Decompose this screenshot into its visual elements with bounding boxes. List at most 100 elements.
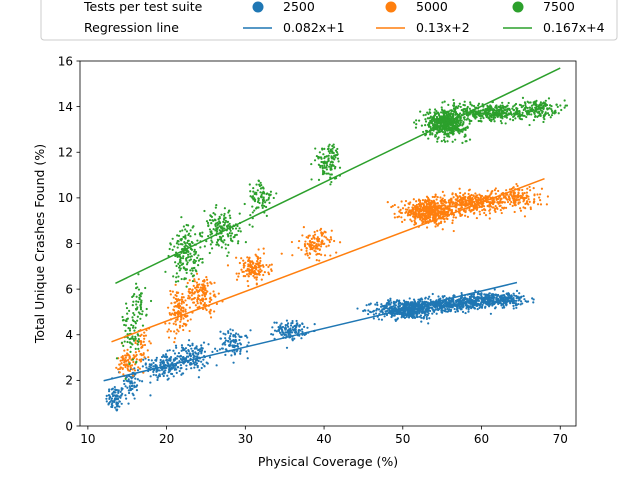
data-point — [305, 252, 309, 255]
data-point — [131, 368, 134, 371]
data-point — [449, 303, 452, 306]
data-point — [420, 316, 423, 319]
data-point — [121, 355, 124, 358]
data-point — [305, 236, 308, 239]
data-point — [532, 301, 535, 304]
data-point — [523, 215, 527, 218]
data-point — [438, 306, 441, 309]
data-point — [461, 201, 465, 204]
data-point — [291, 321, 294, 325]
data-point — [122, 318, 125, 322]
data-point — [232, 361, 235, 364]
data-point — [122, 379, 125, 382]
data-point — [367, 312, 370, 316]
data-point — [529, 206, 532, 209]
data-point — [313, 249, 316, 252]
data-point — [116, 394, 119, 397]
data-point — [523, 198, 526, 202]
data-point — [315, 154, 318, 158]
data-point — [187, 339, 191, 342]
data-point — [207, 343, 210, 346]
data-point — [228, 214, 231, 217]
data-point — [228, 222, 231, 225]
data-point — [267, 265, 270, 269]
data-point — [256, 200, 260, 204]
data-point — [414, 126, 418, 129]
data-point — [226, 254, 229, 257]
data-point — [175, 264, 178, 268]
data-point — [203, 279, 206, 282]
data-point — [523, 114, 526, 117]
data-point — [280, 326, 283, 330]
data-point — [328, 165, 331, 168]
data-point — [180, 306, 183, 309]
data-point — [443, 220, 446, 223]
data-point — [304, 240, 307, 243]
data-point — [413, 121, 416, 124]
data-point — [123, 349, 126, 352]
data-point — [428, 201, 431, 205]
data-point — [158, 369, 161, 372]
data-point — [434, 308, 438, 311]
data-point — [407, 316, 411, 319]
data-point — [419, 110, 422, 113]
data-point — [424, 120, 428, 123]
data-point — [429, 111, 432, 115]
data-point — [328, 239, 331, 242]
data-point — [210, 239, 213, 242]
data-point — [458, 124, 462, 127]
data-point — [334, 165, 337, 169]
data-point — [402, 299, 406, 302]
data-point — [176, 234, 179, 237]
data-point — [322, 242, 325, 246]
data-point — [193, 278, 196, 281]
data-point — [511, 107, 514, 110]
data-point — [262, 190, 265, 193]
data-point — [137, 300, 140, 303]
data-point — [130, 323, 133, 327]
data-point — [447, 208, 450, 211]
data-point — [426, 310, 429, 313]
data-point — [124, 356, 127, 359]
data-point — [393, 203, 396, 207]
data-point — [330, 173, 333, 176]
data-point — [238, 338, 241, 342]
data-point — [442, 115, 445, 118]
data-point — [203, 209, 206, 213]
data-point — [219, 330, 222, 333]
data-point — [495, 297, 498, 300]
data-point — [463, 297, 466, 300]
data-point — [328, 143, 331, 146]
data-point — [202, 303, 205, 306]
data-point — [228, 343, 231, 347]
data-point — [137, 311, 140, 314]
data-point — [159, 361, 162, 364]
data-point — [508, 297, 511, 300]
data-point — [286, 322, 290, 325]
data-point — [419, 210, 422, 213]
data-point — [247, 284, 250, 288]
data-point — [429, 205, 432, 208]
data-point — [144, 334, 148, 337]
data-point — [205, 240, 208, 243]
data-point — [455, 125, 459, 128]
data-point — [110, 403, 113, 406]
data-point — [477, 204, 481, 207]
data-point — [499, 197, 503, 201]
data-point — [208, 356, 212, 359]
data-point — [229, 229, 232, 232]
data-point — [109, 395, 112, 399]
data-point — [469, 101, 472, 104]
data-point — [255, 206, 259, 209]
data-point — [247, 341, 250, 344]
data-point — [424, 134, 427, 137]
data-point — [147, 356, 150, 359]
data-point — [327, 157, 330, 160]
data-point — [464, 311, 467, 315]
data-point — [135, 300, 138, 303]
data-point — [255, 278, 258, 281]
data-point — [297, 328, 301, 332]
data-point — [219, 226, 222, 229]
data-point — [253, 270, 256, 273]
data-point — [122, 373, 125, 376]
